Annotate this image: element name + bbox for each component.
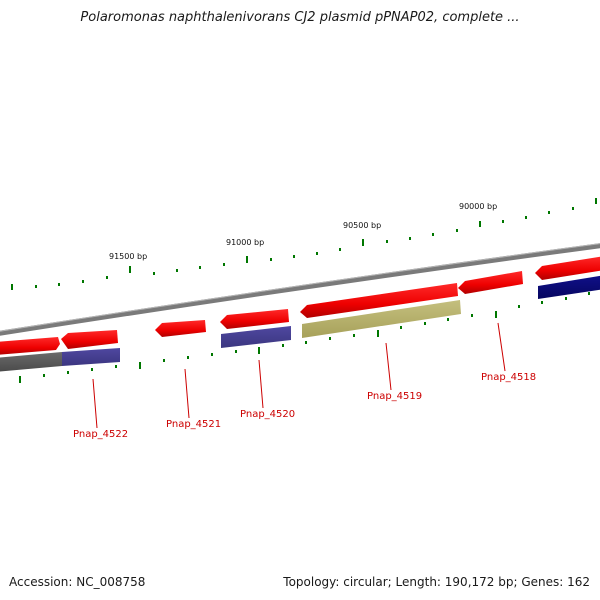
- gene-arrow-pnap-4519[interactable]: [300, 283, 458, 318]
- ruler-inner: [19, 292, 590, 383]
- feature-bar-olive: [302, 300, 461, 338]
- gene-label-pnap-4521[interactable]: Pnap_4521: [166, 419, 221, 430]
- forward-genes: [0, 256, 600, 355]
- feature-bar-gray: [0, 352, 62, 372]
- gene-arrow-pnap-4522[interactable]: [61, 330, 118, 349]
- gene-arrow-pnap-4523[interactable]: [0, 337, 60, 355]
- gene-labels: Pnap_4522 Pnap_4521 Pnap_4520 Pnap_4519 …: [73, 372, 536, 440]
- leader-line-pnap-4521: [184, 368, 190, 419]
- gene-arrow-pnap-4518[interactable]: [458, 271, 523, 294]
- gene-label-pnap-4522[interactable]: Pnap_4522: [73, 429, 128, 440]
- gene-label-pnap-4519[interactable]: Pnap_4519: [367, 391, 422, 402]
- gene-label-pnap-4520[interactable]: Pnap_4520: [240, 409, 295, 420]
- plasmid-backbone: [0, 243, 600, 336]
- gene-arrow-pnap-4520[interactable]: [220, 309, 289, 329]
- leader-line-pnap-4519: [385, 342, 392, 391]
- leader-line-pnap-4522: [92, 378, 98, 429]
- gene-arrow-pnap-4521[interactable]: [155, 320, 206, 337]
- bp-label-90000: 90000 bp: [459, 202, 497, 211]
- bp-label-90500: 90500 bp: [343, 221, 381, 230]
- minor-ticks-outer: [35, 207, 574, 288]
- bp-label-91000: 91000 bp: [226, 238, 264, 247]
- leader-lines: [92, 322, 506, 429]
- leader-line-pnap-4518: [497, 322, 506, 372]
- topology-info: Topology: circular; Length: 190,172 bp; …: [283, 575, 590, 589]
- leader-line-pnap-4520: [258, 359, 264, 409]
- feature-bars: [0, 275, 600, 372]
- map-title: Polaromonas naphthalenivorans CJ2 plasmi…: [80, 10, 520, 25]
- accession-info: Accession: NC_008758: [9, 575, 146, 589]
- gene-label-pnap-4518[interactable]: Pnap_4518: [481, 372, 536, 383]
- gene-arrow-pnap-4517[interactable]: [535, 256, 600, 280]
- feature-bar-purple: [221, 326, 291, 348]
- feature-bar-purple: [62, 348, 120, 366]
- feature-bar-navy: [538, 275, 600, 299]
- ruler-outer: 91500 bp 91000 bp 90500 bp 90000 bp: [11, 198, 597, 290]
- bp-label-91500: 91500 bp: [109, 252, 147, 261]
